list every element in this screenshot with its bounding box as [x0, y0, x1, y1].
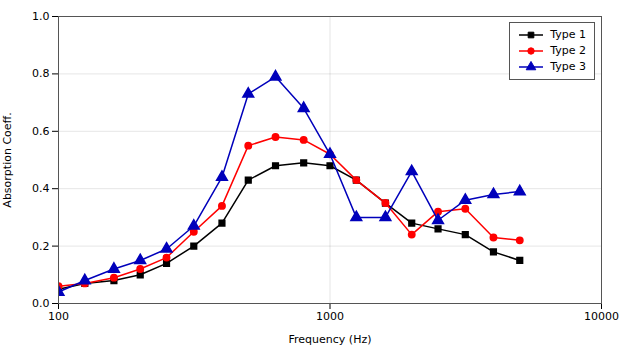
- svg-text:100: 100: [48, 310, 69, 323]
- svg-text:1.0: 1.0: [32, 10, 50, 23]
- html-text:Type 1: Type 1: [550, 28, 586, 41]
- svg-text:1000: 1000: [316, 310, 344, 323]
- svg-text:0.8: 0.8: [32, 67, 50, 80]
- svg-text:Frequency (Hz): Frequency (Hz): [289, 333, 372, 345]
- svg-text:0.2: 0.2: [32, 240, 50, 253]
- svg-text:Absorption Coeff.: Absorption Coeff.: [1, 112, 14, 207]
- svg-text:0.4: 0.4: [32, 182, 50, 195]
- html-text:Type 3: Type 3: [550, 60, 586, 73]
- svg-text:0.0: 0.0: [32, 297, 50, 310]
- svg-text:10000: 10000: [584, 310, 619, 323]
- svg-text:0.6: 0.6: [32, 125, 50, 138]
- html-text:Type 2: Type 2: [550, 44, 586, 57]
